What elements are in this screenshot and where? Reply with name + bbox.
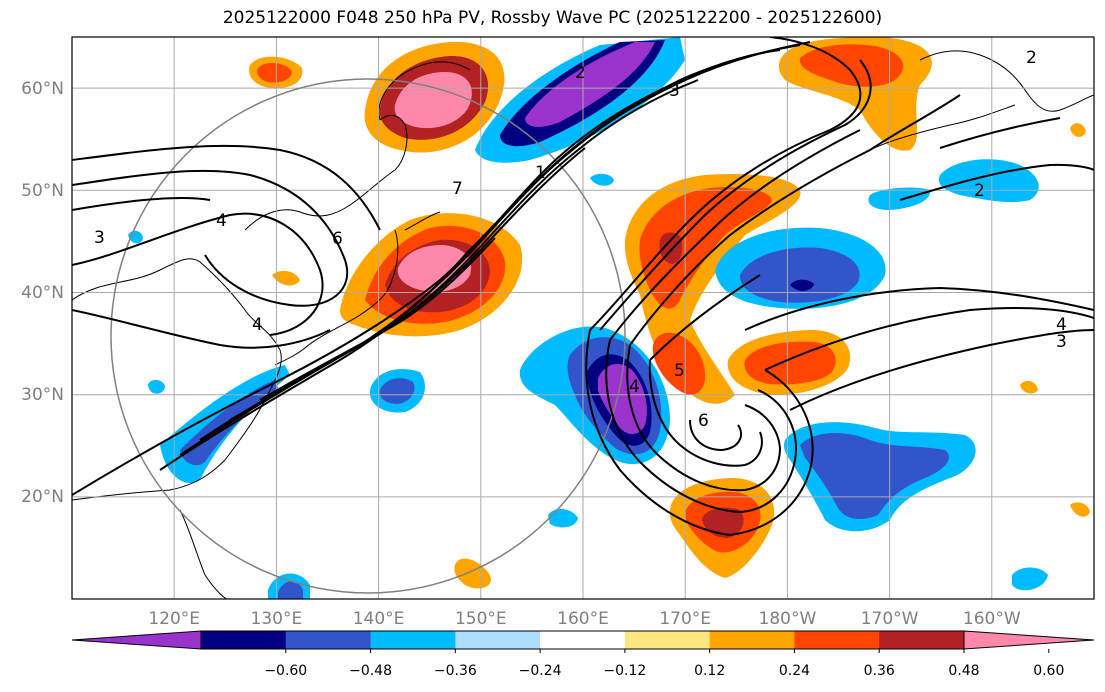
lon-label: 170°E bbox=[659, 609, 711, 629]
colorbar-cell bbox=[455, 631, 541, 649]
range-circle bbox=[110, 78, 626, 594]
contour-label: 4 bbox=[216, 211, 227, 231]
colorbar-cell bbox=[285, 631, 372, 649]
lon-label: 140°E bbox=[353, 609, 405, 629]
contour-label: 3 bbox=[94, 228, 105, 248]
colorbar-tick-label: −0.24 bbox=[519, 663, 562, 679]
rossby-wave-contours bbox=[72, 37, 1094, 537]
contour-label: 5 bbox=[674, 361, 685, 381]
lon-label: 130°E bbox=[251, 609, 303, 629]
colorbar: −0.60 −0.48 −0.36 −0.24 −0.12 0.12 0.24 0.36 0.4… bbox=[71, 630, 1095, 679]
lat-label: 60°N bbox=[21, 79, 64, 99]
contour-label: 4 bbox=[252, 315, 263, 335]
colorbar-tick-label: 0.48 bbox=[948, 663, 979, 679]
colorbar-cells bbox=[72, 631, 1094, 649]
latitude-labels: 60°N 50°N 40°N 30°N 20°N bbox=[21, 79, 64, 507]
plot-content: 3 4 6 4 7 2 3 1 2 5 6 4 4 3 2 bbox=[72, 37, 1094, 599]
colorbar-tick-label: 0.36 bbox=[864, 663, 895, 679]
lat-label: 40°N bbox=[21, 283, 64, 303]
colorbar-ticks: −0.60 −0.48 −0.36 −0.24 −0.12 0.12 0.24 0.36 0.4… bbox=[264, 649, 1064, 679]
contour-label: 2 bbox=[1026, 48, 1037, 68]
lon-label: 150°E bbox=[455, 609, 507, 629]
colorbar-cell bbox=[709, 631, 795, 649]
colorbar-tick-label: −0.48 bbox=[349, 663, 392, 679]
gridlines bbox=[72, 37, 1094, 599]
lon-label: 120°E bbox=[148, 609, 200, 629]
colorbar-outline-right bbox=[963, 630, 1095, 650]
contour-label: 6 bbox=[698, 411, 709, 431]
figure-title: 2025122000 F048 250 hPa PV, Rossby Wave … bbox=[222, 8, 883, 28]
lat-label: 30°N bbox=[21, 385, 64, 405]
lat-label: 50°N bbox=[21, 181, 64, 201]
colorbar-cell bbox=[370, 631, 456, 649]
contour-label: 1 bbox=[535, 163, 546, 183]
colorbar-arrow-right bbox=[964, 631, 1094, 649]
colorbar-cell bbox=[794, 631, 880, 649]
contour-label: 4 bbox=[1056, 315, 1067, 335]
contour-label: 6 bbox=[332, 229, 343, 249]
contour-label: 3 bbox=[1056, 332, 1067, 352]
colorbar-cell bbox=[540, 631, 626, 649]
colorbar-tick-label: 0.60 bbox=[1033, 663, 1064, 679]
lon-label: 160°E bbox=[557, 609, 609, 629]
colorbar-tick-label: 0.12 bbox=[694, 663, 725, 679]
contour-label: 3 bbox=[669, 81, 680, 101]
colorbar-tick-label: −0.60 bbox=[264, 663, 307, 679]
colorbar-cell bbox=[201, 631, 287, 649]
contour-label: 2 bbox=[575, 63, 586, 83]
lon-label: 180°W bbox=[759, 609, 817, 629]
colorbar-tick-label: 0.24 bbox=[779, 663, 810, 679]
contour-label: 2 bbox=[974, 181, 985, 201]
map-frame bbox=[71, 36, 1095, 600]
lon-label: 160°W bbox=[963, 609, 1021, 629]
colorbar-tick-label: −0.36 bbox=[434, 663, 477, 679]
colorbar-cell bbox=[624, 631, 711, 649]
colorbar-tick-label: −0.12 bbox=[603, 663, 646, 679]
contour-label: 7 bbox=[452, 179, 463, 199]
longitude-labels: 120°E 130°E 140°E 150°E 160°E 170°E 180°… bbox=[148, 609, 1021, 629]
contour-label: 4 bbox=[629, 377, 640, 397]
colorbar-cell bbox=[879, 631, 965, 649]
contour-label-group: 3 4 6 4 7 2 3 1 2 5 6 4 4 3 2 bbox=[94, 48, 1067, 431]
lon-label: 170°W bbox=[861, 609, 919, 629]
lat-label: 20°N bbox=[21, 487, 64, 507]
colorbar-arrow-left bbox=[72, 631, 201, 649]
